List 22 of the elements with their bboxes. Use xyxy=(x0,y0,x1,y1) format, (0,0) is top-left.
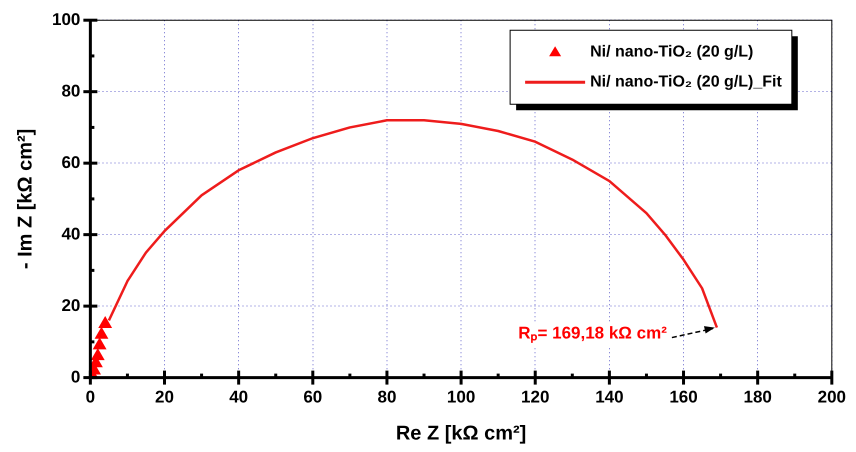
y-tick-label: 40 xyxy=(61,224,80,244)
x-tick-label: 140 xyxy=(595,387,624,406)
annotation: Rₚ= 169,18 kΩ cm² xyxy=(518,323,668,344)
x-tick-label: 180 xyxy=(743,387,772,406)
x-tick-label: 120 xyxy=(521,387,550,406)
x-tick-label: 80 xyxy=(377,387,396,406)
y-tick-label: 100 xyxy=(52,10,80,29)
x-tick-label: 100 xyxy=(446,387,476,406)
y-tick-label: 0 xyxy=(70,367,80,386)
x-tick-label: 60 xyxy=(303,387,322,406)
x-tick-label: 20 xyxy=(155,387,174,406)
x-axis-title: Re Z [kΩ cm²] xyxy=(396,422,526,445)
x-tick-label: 200 xyxy=(818,387,846,406)
y-tick-label: 60 xyxy=(61,152,80,172)
x-tick-label: 40 xyxy=(229,387,248,406)
legend-label: Ni/ nano-TiO₂ (20 g/L)_Fit xyxy=(590,74,782,91)
legend-label: Ni/ nano-TiO₂ (20 g/L) xyxy=(590,44,754,61)
y-axis-title: - Im Z [kΩ cm²] xyxy=(14,128,37,270)
x-tick-label: 160 xyxy=(669,387,698,406)
x-tick-label: 0 xyxy=(86,387,96,406)
y-tick-label: 80 xyxy=(61,81,80,100)
y-tick-label: 20 xyxy=(61,296,80,315)
